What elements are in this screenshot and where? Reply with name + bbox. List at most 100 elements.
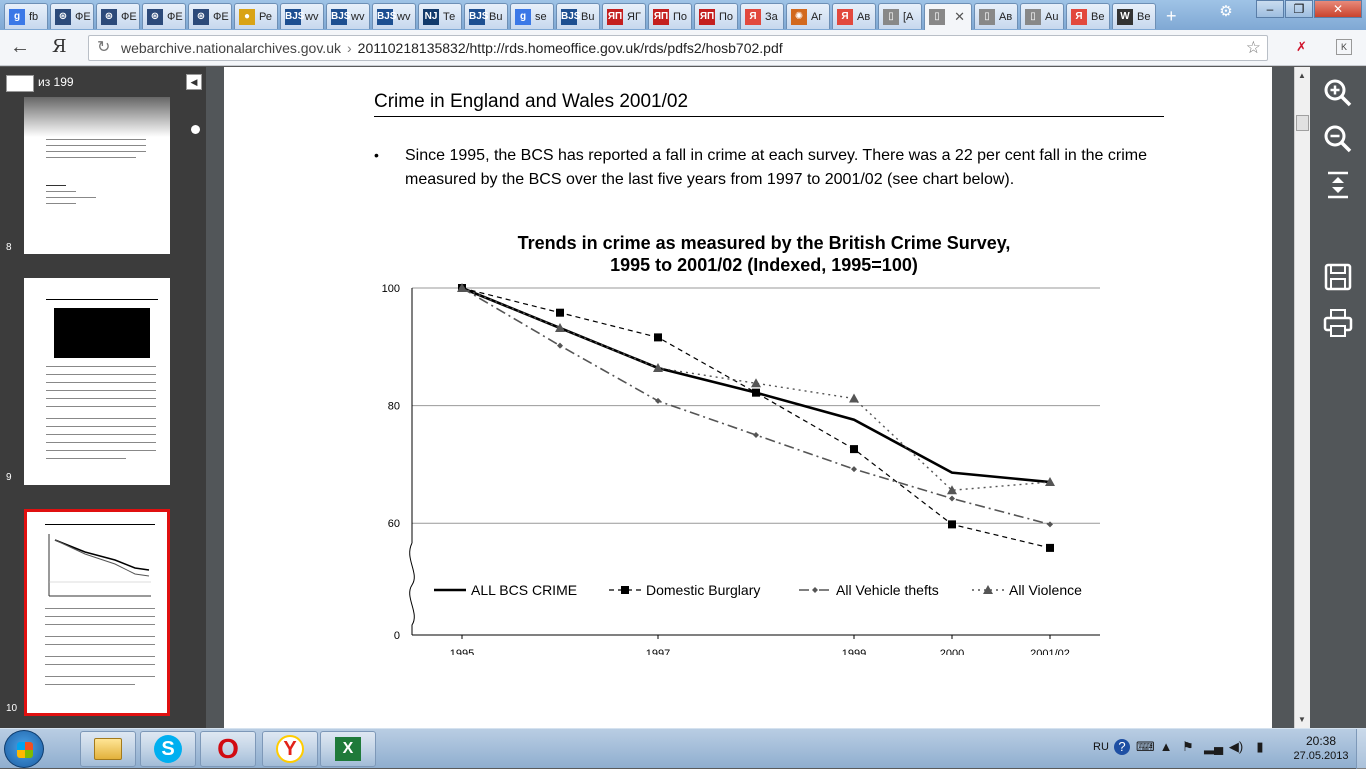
input-language[interactable]: RU xyxy=(1093,741,1109,753)
start-button[interactable] xyxy=(4,730,44,768)
close-window-button[interactable]: ✕ xyxy=(1314,0,1362,18)
tab-label: Ав xyxy=(999,10,1013,23)
data-point-1 xyxy=(654,333,662,342)
tab-label: Au xyxy=(1045,10,1059,23)
tab-favicon-icon: ● xyxy=(239,8,255,25)
browser-tab[interactable]: BJS wv xyxy=(326,3,370,29)
tab-favicon-icon: Я xyxy=(745,8,761,25)
battery-icon[interactable]: ▮ xyxy=(1256,739,1264,754)
browser-tab[interactable]: ⊛ ФЕ xyxy=(188,3,232,29)
page-thumbnail-8[interactable] xyxy=(24,97,170,254)
excel-taskbar-button[interactable]: X xyxy=(320,731,376,767)
show-desktop-button[interactable] xyxy=(1356,729,1366,769)
tab-favicon-icon: NJ xyxy=(423,8,439,25)
tab-favicon-icon: Я xyxy=(1071,8,1087,25)
sidebar-scroll-indicator[interactable] xyxy=(191,125,200,134)
tab-label: Ве xyxy=(1091,10,1105,23)
browser-tab[interactable]: BJS wv xyxy=(280,3,324,29)
reload-icon[interactable]: ↻ xyxy=(97,39,111,56)
browser-tab[interactable]: BJS Bu xyxy=(556,3,600,29)
data-point-1 xyxy=(850,445,858,454)
thumbnail-number: 8 xyxy=(6,242,12,253)
kaspersky-icon[interactable]: K xyxy=(1336,39,1352,55)
browser-tab[interactable]: BJS Bu xyxy=(464,3,508,29)
network-signal-icon[interactable]: ▂▄ xyxy=(1204,739,1224,754)
browser-tab[interactable]: ▯ Ав xyxy=(974,3,1018,29)
tab-favicon-icon: ▯ xyxy=(1025,8,1041,25)
help-icon[interactable]: ? xyxy=(1114,739,1130,755)
browser-tab[interactable]: Я Ве xyxy=(1066,3,1110,29)
scrollbar-thumb[interactable] xyxy=(1296,115,1309,131)
url-field[interactable]: ↻ webarchive.nationalarchives.gov.uk › 201… xyxy=(88,35,1268,61)
skype-taskbar-button[interactable]: S xyxy=(140,731,196,767)
browser-tab[interactable]: g fb xyxy=(4,3,48,29)
tab-favicon-icon: Я xyxy=(837,8,853,25)
bookmark-star-icon[interactable]: ☆ xyxy=(1245,38,1261,57)
yandex-browser-taskbar-button[interactable]: Y xyxy=(262,731,318,767)
browser-tab[interactable]: g se xyxy=(510,3,554,29)
browser-tab[interactable]: Я За xyxy=(740,3,784,29)
volume-icon[interactable]: ◀) xyxy=(1228,739,1244,754)
tab-label: Те xyxy=(443,10,456,23)
keyboard-icon[interactable]: ⌨ xyxy=(1136,739,1155,754)
browser-tab[interactable]: ⊛ ФЕ xyxy=(142,3,186,29)
browser-tab[interactable]: ▯ Au xyxy=(1020,3,1064,29)
scroll-down-arrow-icon[interactable]: ▼ xyxy=(1298,715,1306,724)
clock-time[interactable]: 20:38 xyxy=(1305,734,1337,748)
browser-tab[interactable]: BJS wv xyxy=(372,3,416,29)
maximize-button[interactable]: ❐ xyxy=(1285,0,1313,18)
x-tick-label: 2001/02 xyxy=(1030,648,1070,655)
scroll-up-arrow-icon[interactable]: ▲ xyxy=(1298,71,1306,80)
browser-tab[interactable]: ЯП По xyxy=(648,3,692,29)
minimize-button[interactable]: – xyxy=(1256,0,1284,18)
x-tick-label: 1995 xyxy=(450,648,474,655)
vertical-scrollbar[interactable]: ▲ ▼ xyxy=(1294,67,1310,728)
extension-icon[interactable]: ✗ xyxy=(1296,39,1307,54)
browser-tab[interactable]: W Ве xyxy=(1112,3,1156,29)
browser-tab[interactable]: ✺ Аг xyxy=(786,3,830,29)
browser-tab[interactable]: ⊛ ФЕ xyxy=(96,3,140,29)
legend-marker-1 xyxy=(621,586,629,594)
browser-tab[interactable]: NJ Те xyxy=(418,3,462,29)
browser-tab[interactable]: ЯП По xyxy=(694,3,738,29)
page-number-input[interactable] xyxy=(6,75,34,92)
zoom-out-icon[interactable] xyxy=(1322,123,1354,155)
data-point-1 xyxy=(556,308,564,317)
tab-label: ЯГ xyxy=(627,10,641,23)
browser-tab[interactable]: ● Ре xyxy=(234,3,278,29)
explorer-taskbar-button[interactable] xyxy=(80,731,136,767)
opera-taskbar-button[interactable]: O xyxy=(200,731,256,767)
back-arrow-icon[interactable]: ← xyxy=(10,36,30,58)
action-center-flag-icon[interactable]: ⚑ xyxy=(1182,739,1194,754)
tab-active[interactable]: ▯ ✕ xyxy=(924,3,972,30)
y-tick-label: 60 xyxy=(388,518,400,530)
settings-gear-icon[interactable]: ⚙ xyxy=(1219,3,1233,20)
print-icon[interactable] xyxy=(1322,307,1354,339)
browser-tab[interactable]: Я Ав xyxy=(832,3,876,29)
thumbnail-number: 10 xyxy=(6,703,18,714)
tab-close-icon[interactable]: ✕ xyxy=(954,9,965,24)
data-point-2 xyxy=(851,466,857,473)
browser-tab[interactable]: ⊛ ФЕ xyxy=(50,3,94,29)
body-paragraph: Since 1995, the BCS has reported a fall … xyxy=(405,147,1148,188)
clock-date[interactable]: 27.05.2013 xyxy=(1293,750,1349,762)
legend-marker-3 xyxy=(983,585,993,594)
x-tick-label: 1997 xyxy=(646,648,670,655)
tab-label: wv xyxy=(351,10,365,23)
page-thumbnail-9[interactable] xyxy=(24,278,170,485)
series-line-1 xyxy=(461,287,1051,549)
browser-tab[interactable]: ▯ [А xyxy=(878,3,922,29)
tab-favicon-icon: ⊛ xyxy=(147,8,163,25)
browser-logo[interactable]: Я xyxy=(52,36,67,57)
new-tab-button[interactable]: + xyxy=(1166,6,1177,26)
sidebar-toggle-button[interactable]: ◀ xyxy=(186,74,202,90)
yandex-browser-icon: Y xyxy=(276,735,304,763)
thumbnail-chart-preview xyxy=(48,534,151,597)
browser-tab[interactable]: ЯП ЯГ xyxy=(602,3,646,29)
page-thumbnail-10-selected[interactable] xyxy=(24,509,170,716)
show-hidden-icons-icon[interactable]: ▲ xyxy=(1159,739,1173,754)
zoom-in-icon[interactable] xyxy=(1322,77,1354,109)
save-icon[interactable] xyxy=(1322,261,1354,293)
fit-page-icon[interactable] xyxy=(1322,169,1354,201)
pdf-viewer: из 199 ◀ 8 xyxy=(0,67,1366,728)
